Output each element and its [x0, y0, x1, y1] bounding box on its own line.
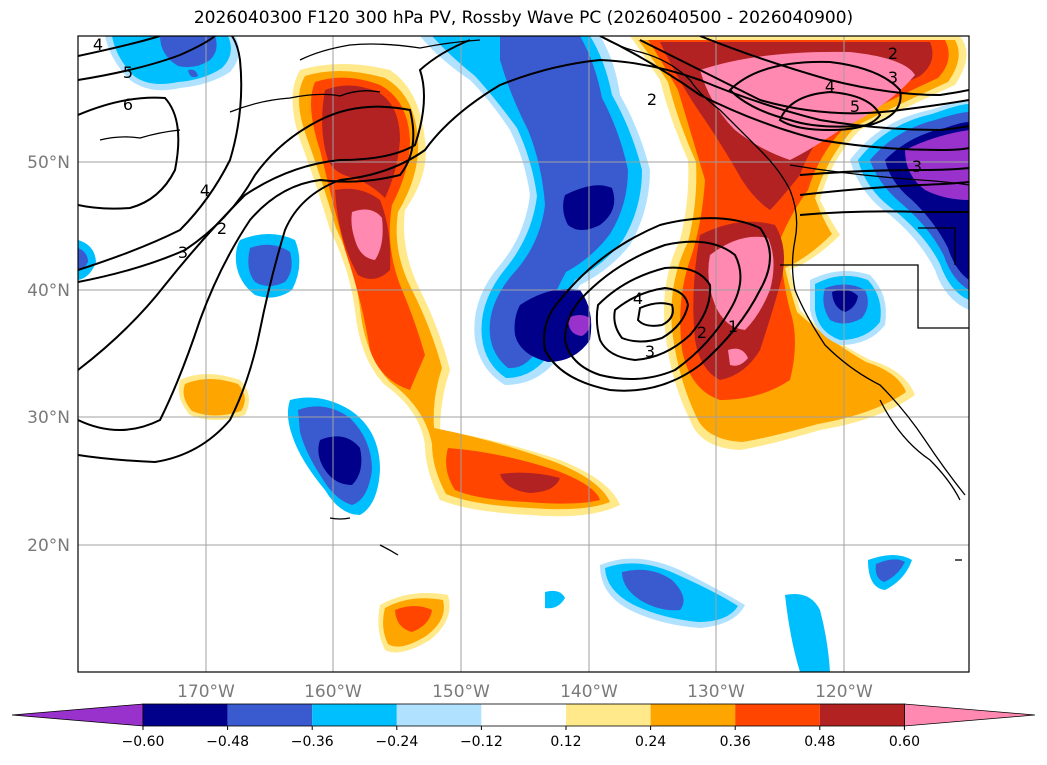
colorbar-tick-label: −0.12: [460, 734, 503, 750]
graticule: [78, 36, 969, 672]
lat-label: 20°N: [27, 536, 70, 556]
colorbar-segment: [312, 704, 397, 726]
contour-lines: [78, 36, 969, 464]
colorbar-segment: [481, 704, 566, 726]
contour-label: 3: [888, 68, 898, 87]
contour-label: 5: [123, 63, 133, 82]
colorbar-segment: [566, 704, 651, 726]
colorbar-segment: [396, 704, 482, 726]
colorbar-tick-label: 0.60: [889, 734, 920, 750]
lon-label: 140°W: [560, 682, 618, 702]
longitude-labels: 170°W 160°W 150°W 140°W 130°W 120°W: [177, 682, 873, 702]
contour-label: 4: [825, 77, 835, 96]
lon-label: 150°W: [432, 682, 490, 702]
colorbar-extend-low: [11, 703, 144, 727]
contour-label: 4: [200, 181, 210, 200]
contour-label: 3: [912, 157, 922, 176]
colorbar-tick-label: 0.36: [720, 734, 751, 750]
lon-label: 160°W: [304, 682, 362, 702]
colorbar-segment: [143, 704, 228, 726]
colorbar-segment: [735, 704, 820, 726]
colorbar-tick-label: −0.60: [122, 734, 165, 750]
lon-label: 170°W: [177, 682, 235, 702]
contour-label: 5: [850, 97, 860, 116]
contour-label: 4: [633, 289, 643, 308]
map-title: 2026040300 F120 300 hPa PV, Rossby Wave …: [193, 8, 854, 28]
contour-label: 2: [217, 219, 227, 238]
anomaly-small-positive: [178, 374, 450, 653]
colorbar-segment: [819, 704, 905, 726]
map-panel: 4 5 6 4 3 2 2 3 4 5 3 2 4 3 2 1: [78, 35, 969, 672]
anomaly-mid-blobs: [235, 234, 912, 672]
lat-label: 40°N: [27, 281, 70, 301]
lat-label: 50°N: [27, 153, 70, 173]
lon-label: 120°W: [815, 682, 873, 702]
colorbar-segment: [650, 704, 736, 726]
colorbar-tick-label: −0.48: [206, 734, 249, 750]
contour-label: 3: [178, 243, 188, 262]
colorbar-tick-label: −0.36: [291, 734, 334, 750]
contour-label: 2: [888, 44, 898, 63]
colorbar-segment: [227, 704, 313, 726]
contour-label-group: 4 5 6 4 3 2 2 3 4 5 3 2 4 3 2 1: [93, 35, 922, 361]
colorbar-outline: [142, 703, 905, 727]
map-frame: [77, 35, 970, 673]
contour-label: 4: [93, 35, 103, 54]
contour-label: 3: [645, 342, 655, 361]
contour-label: 1: [728, 317, 738, 336]
colorbar: −0.60 −0.48 −0.36 −0.24 −0.12 0.12 0.24 0.36 0.4…: [11, 703, 1036, 750]
lon-label: 130°W: [687, 682, 745, 702]
contour-label: 2: [647, 90, 657, 109]
colorbar-extend-high: [904, 703, 1036, 727]
latitude-labels: 50°N 40°N 30°N 20°N: [27, 153, 70, 556]
colorbar-tick-label: 0.48: [804, 734, 835, 750]
colorbar-tick-label: 0.12: [550, 734, 581, 750]
colorbar-tick-label: 0.24: [635, 734, 666, 750]
colorbar-tick-label: −0.24: [375, 734, 418, 750]
lat-label: 30°N: [27, 408, 70, 428]
contour-label: 6: [123, 95, 133, 114]
contour-label: 2: [697, 323, 707, 342]
